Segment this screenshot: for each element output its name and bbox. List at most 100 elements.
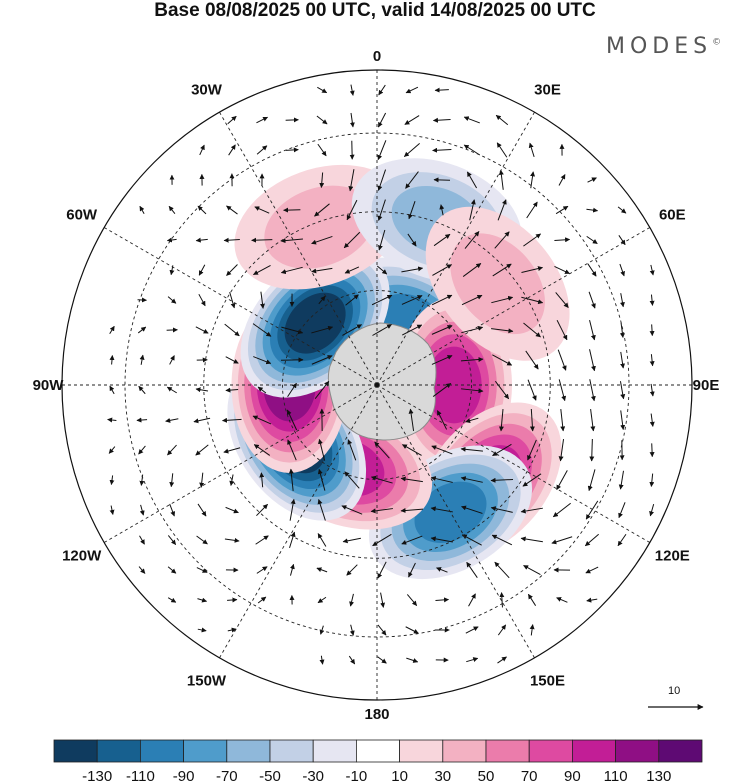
reference-vector: 10 xyxy=(648,685,704,710)
colorbar-tick-label: -130 xyxy=(82,768,112,783)
wind-vector xyxy=(619,263,625,277)
wind-vector xyxy=(345,294,359,306)
wind-vector xyxy=(347,439,357,461)
wind-vector xyxy=(349,112,355,128)
wind-vector xyxy=(617,533,627,547)
wind-vector xyxy=(463,144,481,156)
wind-vector xyxy=(460,357,484,363)
wind-vector xyxy=(439,204,445,216)
wind-vector xyxy=(253,264,271,276)
wind-vector xyxy=(551,536,573,545)
wind-vector xyxy=(256,503,268,517)
wind-vector xyxy=(431,325,453,335)
wind-vector xyxy=(167,566,177,574)
colorbar-swatch xyxy=(355,739,400,763)
wind-vector xyxy=(463,116,480,124)
meridian-line xyxy=(103,384,378,543)
colorbar-tick-label: -50 xyxy=(259,768,281,783)
wind-vector xyxy=(199,472,205,488)
wind-vector xyxy=(342,537,361,544)
wind-vector xyxy=(316,567,328,573)
wind-vector xyxy=(260,291,265,309)
wind-vector xyxy=(377,656,387,664)
wind-vector xyxy=(109,354,115,365)
wind-vector xyxy=(319,172,325,188)
contour-band xyxy=(426,346,482,424)
wind-vector xyxy=(221,417,242,423)
wind-vector xyxy=(649,383,655,397)
wind-vector xyxy=(529,408,535,432)
wind-vector xyxy=(522,473,542,487)
wind-vector xyxy=(405,171,419,189)
wind-vector xyxy=(618,502,626,519)
wind-vector xyxy=(341,505,363,515)
wind-vector xyxy=(401,535,423,545)
colorbar-swatch xyxy=(139,739,184,763)
wind-vector xyxy=(431,355,453,365)
wind-vector xyxy=(466,657,479,663)
wind-vector xyxy=(401,266,424,273)
wind-vector xyxy=(436,567,448,573)
wind-vector xyxy=(317,499,326,521)
wind-vector xyxy=(165,417,179,423)
wind-vector xyxy=(226,264,238,276)
wind-vector xyxy=(198,264,206,276)
contour-band xyxy=(450,233,545,335)
wind-vector xyxy=(139,535,145,545)
wind-vector xyxy=(523,233,542,247)
longitude-label: 150W xyxy=(187,672,227,689)
wind-vector xyxy=(556,470,568,491)
wind-vector xyxy=(649,354,655,367)
wind-vector xyxy=(289,531,296,548)
wind-vector xyxy=(556,597,568,603)
colorbar-tick-label: -110 xyxy=(126,768,155,783)
colorbar-tick-label: 110 xyxy=(604,768,628,783)
wind-vector xyxy=(196,567,208,573)
wind-vector xyxy=(314,203,330,217)
wind-vector xyxy=(314,380,330,399)
wind-vector xyxy=(585,566,599,574)
colorbar-tick-label: 10 xyxy=(391,768,408,783)
wind-vector xyxy=(193,417,211,424)
meridian-line xyxy=(219,384,378,659)
wind-vector xyxy=(468,593,476,607)
wind-vector xyxy=(430,506,453,513)
wind-vector xyxy=(585,500,599,520)
colorbar-tick-label: 90 xyxy=(564,768,581,783)
wind-vector xyxy=(311,235,333,245)
wind-vector xyxy=(109,475,115,486)
colorbar-swatch xyxy=(312,739,357,763)
wind-vector xyxy=(377,561,387,579)
wind-vector xyxy=(378,84,386,96)
wind-vector xyxy=(227,597,238,603)
wind-vector xyxy=(649,413,655,427)
brand-name: MODES xyxy=(606,34,713,59)
wind-vector xyxy=(224,323,240,337)
wind-vector xyxy=(167,597,177,603)
wind-vector xyxy=(404,115,420,125)
wind-vector xyxy=(430,476,453,483)
wind-vector xyxy=(586,597,598,603)
meridian-line xyxy=(219,111,378,386)
wind-vector xyxy=(348,169,355,192)
wind-vector xyxy=(285,147,299,153)
wind-vector xyxy=(400,508,424,513)
meridian-line xyxy=(376,227,651,386)
wind-vector xyxy=(490,506,513,513)
wind-vector xyxy=(344,471,360,489)
wind-vector xyxy=(527,593,537,606)
colorbar-swatch xyxy=(53,739,98,763)
wind-vector xyxy=(495,114,509,126)
wind-vector xyxy=(405,86,419,94)
wind-vector xyxy=(528,142,535,158)
wind-vector xyxy=(589,379,596,402)
wind-vector xyxy=(465,417,479,423)
wind-vector xyxy=(460,476,483,483)
wind-vector xyxy=(288,468,294,491)
wind-vector xyxy=(560,409,566,432)
wind-vector xyxy=(342,324,363,336)
wind-vector xyxy=(344,266,360,274)
wind-vector xyxy=(195,444,209,456)
colorbar-swatch xyxy=(399,739,444,763)
wind-vector xyxy=(377,624,387,636)
